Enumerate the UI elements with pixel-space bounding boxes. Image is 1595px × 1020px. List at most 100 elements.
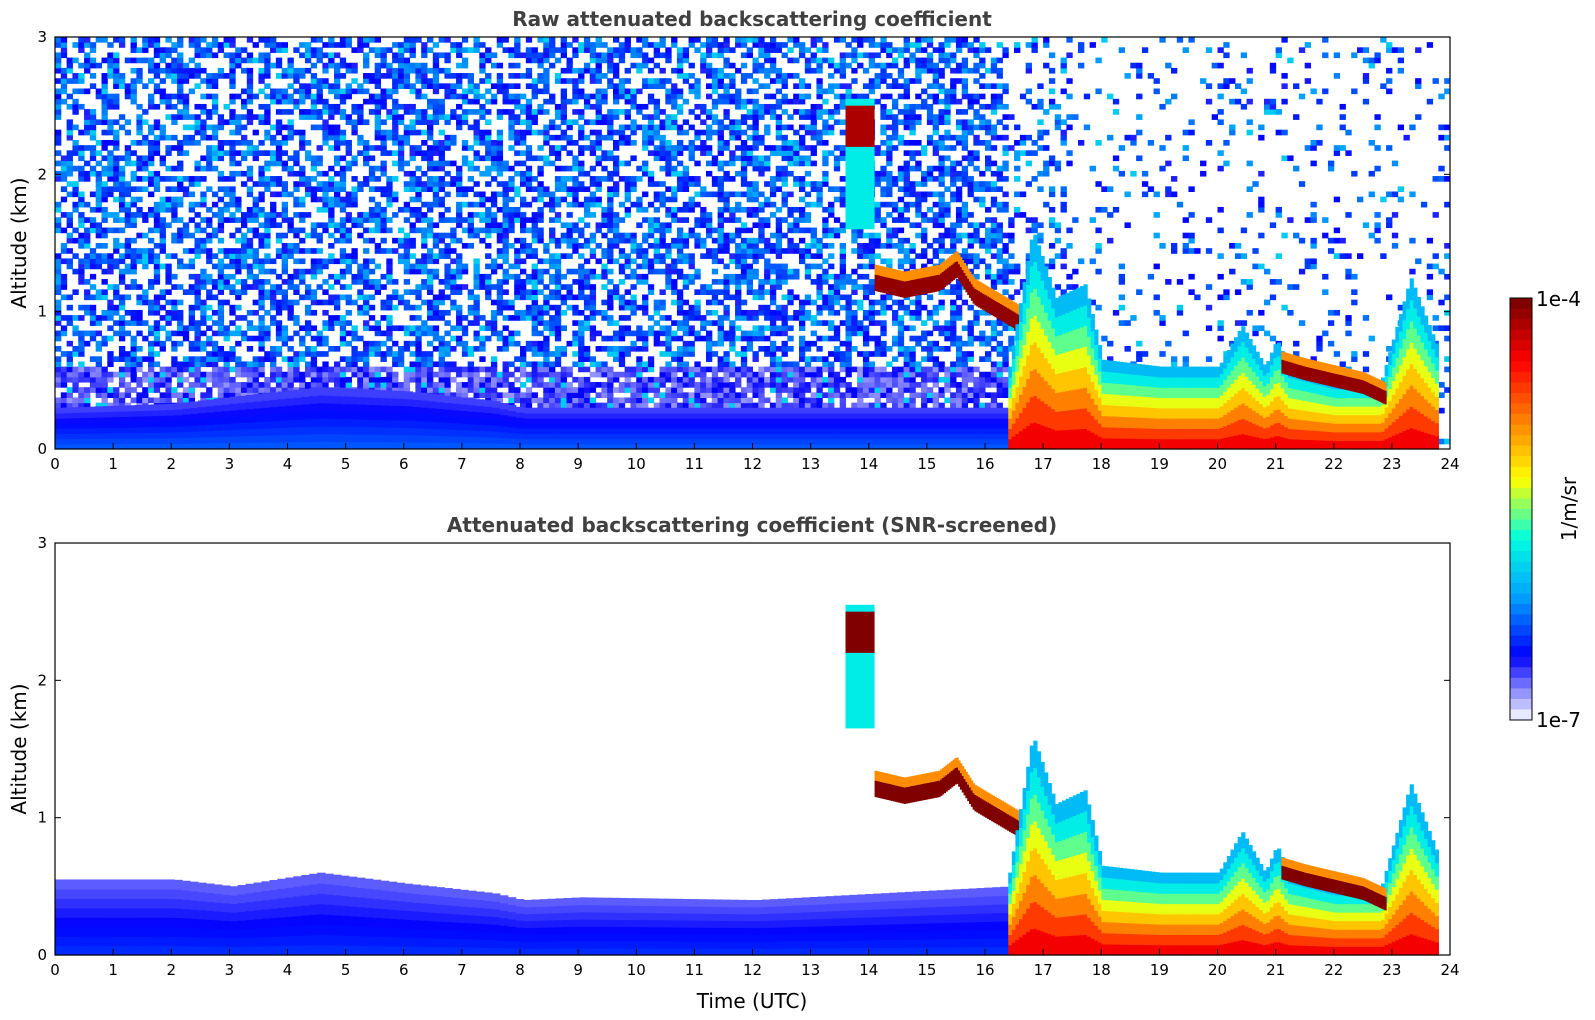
noise-cell: [601, 284, 608, 290]
noise-cell: [124, 160, 132, 167]
noise-cell: [613, 371, 620, 378]
noise-cell: [153, 217, 161, 223]
noise-cell: [78, 304, 85, 311]
noise-cell: [397, 160, 405, 167]
noise-cell: [543, 346, 550, 352]
noise-cell: [549, 330, 556, 337]
noise-cell: [153, 47, 161, 53]
noise-cell: [583, 212, 591, 218]
noise-cell: [386, 366, 393, 373]
noise-cell: [363, 57, 370, 64]
noise-cell: [438, 181, 445, 187]
noise-cell: [520, 382, 527, 388]
noise-cell: [508, 129, 515, 136]
noise-cell: [444, 330, 451, 337]
noise-cell: [270, 62, 277, 69]
noise-cell: [525, 315, 533, 321]
noise-cell: [270, 304, 277, 311]
noise-cell: [241, 88, 248, 95]
noise-cell: [159, 304, 166, 311]
noise-cell: [636, 176, 643, 182]
noise-cell: [386, 134, 393, 141]
noise-cell: [334, 134, 341, 141]
noise-cell: [560, 67, 567, 74]
noise-cell: [200, 376, 207, 383]
noise-cell: [235, 129, 242, 136]
noise-cell: [287, 315, 294, 321]
noise-cell: [124, 351, 132, 357]
noise-cell: [479, 196, 486, 203]
noise-cell: [578, 109, 585, 115]
noise-cell: [246, 83, 254, 89]
noise-cell: [171, 186, 178, 192]
noise-cell: [107, 119, 114, 126]
noise-cell: [304, 140, 312, 146]
noise-cell: [153, 243, 161, 249]
noise-cell: [368, 382, 376, 388]
noise-cell: [304, 289, 312, 295]
noise-cell: [264, 119, 271, 126]
noise-cell: [473, 273, 480, 280]
noise-cell: [177, 186, 184, 192]
noise-cell: [171, 217, 178, 223]
noise-cell: [194, 382, 201, 388]
noise-cell: [217, 114, 225, 120]
noise-cell: [188, 181, 195, 187]
noise-cell: [508, 181, 515, 187]
noise-cell: [101, 376, 108, 383]
noise-cell: [607, 268, 614, 275]
noise-cell: [508, 62, 515, 69]
noise-cell: [456, 191, 463, 198]
noise-cell: [310, 325, 318, 332]
noise-cell: [101, 315, 108, 321]
noise-cell: [78, 155, 85, 162]
noise-cell: [386, 186, 393, 192]
noise-cell: [113, 258, 120, 265]
noise-cell: [101, 93, 108, 100]
noise-cell: [159, 227, 166, 234]
noise-cell: [78, 62, 85, 69]
noise-cell: [136, 186, 143, 192]
noise-cell: [130, 346, 137, 352]
noise-cell: [427, 165, 434, 172]
noise-cell: [229, 176, 236, 182]
noise-cell: [589, 237, 597, 244]
noise-cell: [287, 129, 294, 136]
noise-cell: [165, 196, 172, 203]
noise-cell: [595, 98, 602, 105]
noise-cell: [293, 376, 300, 383]
noise-cell: [525, 150, 533, 156]
noise-cell: [380, 304, 387, 311]
noise-cell: [316, 57, 323, 64]
noise-cell: [525, 294, 533, 301]
noise-cell: [607, 376, 614, 383]
noise-cell: [589, 103, 597, 110]
noise-cell: [66, 129, 73, 136]
noise-cell: [72, 181, 79, 187]
noise-cell: [229, 387, 236, 393]
noise-cell: [432, 299, 440, 306]
noise-cell: [601, 371, 608, 378]
noise-cell: [520, 392, 527, 398]
noise-cell: [229, 392, 236, 398]
noise-cell: [374, 201, 381, 208]
noise-cell: [374, 346, 381, 352]
noise-cell: [357, 140, 364, 146]
noise-cell: [427, 201, 434, 208]
noise-cell: [479, 140, 486, 146]
noise-cell: [211, 376, 219, 383]
noise-cell: [450, 289, 457, 295]
noise-cell: [148, 237, 155, 244]
noise-cell: [206, 155, 213, 162]
noise-cell: [560, 109, 567, 115]
noise-cell: [490, 356, 498, 362]
noise-cell: [363, 299, 370, 306]
noise-cell: [246, 206, 254, 213]
noise-cell: [84, 57, 91, 64]
noise-cell: [188, 232, 195, 239]
noise-cell: [630, 155, 637, 162]
noise-cell: [485, 222, 492, 229]
noise-cell: [595, 73, 602, 79]
noise-cell: [107, 176, 114, 182]
noise-cell: [84, 109, 91, 115]
